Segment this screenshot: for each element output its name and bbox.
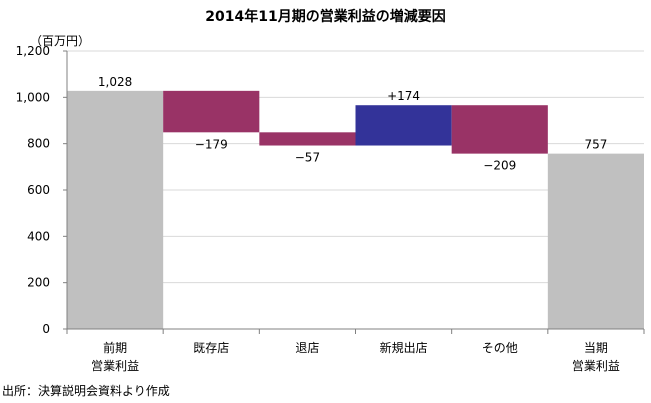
x-category-label: その他: [482, 341, 518, 355]
data-label: 757: [584, 138, 607, 152]
data-label: 1,028: [98, 75, 132, 89]
y-tick-label: 0: [42, 322, 50, 336]
x-category-label: 営業利益: [572, 359, 620, 373]
chart-title: 2014年11月期の営業利益の増減要因: [205, 9, 446, 25]
bar-decrease: [259, 132, 356, 146]
x-category-label: 営業利益: [91, 359, 139, 373]
data-label: −179: [195, 137, 228, 151]
x-category-label: 退店: [295, 341, 319, 355]
data-label: −209: [483, 159, 516, 173]
y-tick-label: 600: [27, 183, 50, 197]
x-category-label: 既存店: [193, 341, 229, 355]
bar-decrease: [451, 105, 548, 154]
x-category-label: 新規出店: [380, 340, 428, 355]
x-category-label: 前期: [103, 340, 127, 355]
y-tick-label: 400: [27, 229, 50, 243]
bar-increase: [355, 105, 452, 146]
y-axis-unit-label: （百万円）: [30, 34, 91, 48]
y-tick-label: 200: [27, 276, 50, 290]
source-note: 出所：決算説明会資料より作成: [2, 384, 170, 398]
bar-total: [67, 90, 164, 329]
y-tick-label: 1,000: [16, 90, 50, 104]
data-label: −57: [295, 151, 320, 165]
y-tick-label: 800: [27, 137, 50, 151]
x-category-label: 当期: [584, 341, 608, 355]
bar-decrease: [163, 90, 260, 133]
bar-total: [547, 153, 644, 329]
y-tick-label: 1,200: [16, 44, 50, 58]
data-label: +174: [387, 89, 420, 103]
